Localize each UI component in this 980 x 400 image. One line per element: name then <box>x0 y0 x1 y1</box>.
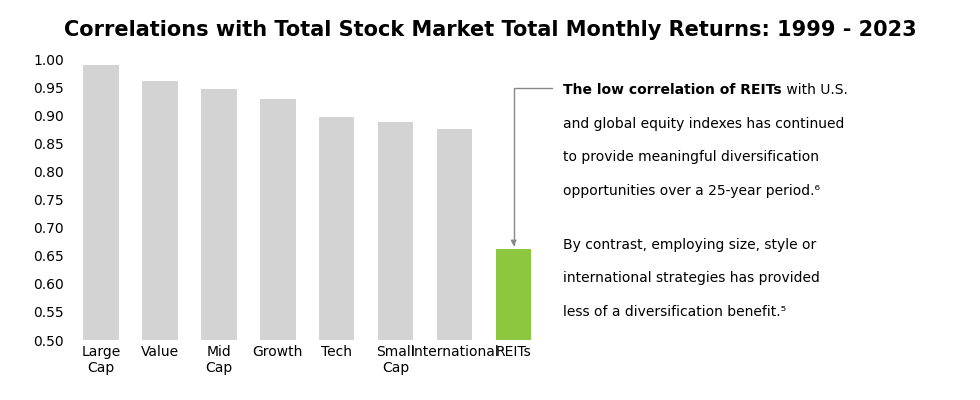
Text: with U.S.: with U.S. <box>782 83 848 97</box>
Text: Correlations with Total Stock Market Total Monthly Returns: 1999 - 2023: Correlations with Total Stock Market Tot… <box>64 20 916 40</box>
Bar <box>437 130 472 340</box>
Text: to provide meaningful diversification: to provide meaningful diversification <box>564 150 819 164</box>
Text: By contrast, employing size, style or: By contrast, employing size, style or <box>564 238 816 252</box>
Text: opportunities over a 25-year period.⁶: opportunities over a 25-year period.⁶ <box>564 184 820 198</box>
Bar <box>142 81 177 340</box>
Bar <box>496 249 531 340</box>
Bar <box>260 98 296 340</box>
Text: and global equity indexes has continued: and global equity indexes has continued <box>564 117 845 131</box>
Bar <box>83 65 119 340</box>
Bar <box>201 89 236 340</box>
Text: The low correlation of REITs: The low correlation of REITs <box>564 83 782 97</box>
Bar <box>378 122 414 340</box>
Text: less of a diversification benefit.⁵: less of a diversification benefit.⁵ <box>564 305 786 319</box>
Text: international strategies has provided: international strategies has provided <box>564 271 820 285</box>
Bar <box>319 117 355 340</box>
